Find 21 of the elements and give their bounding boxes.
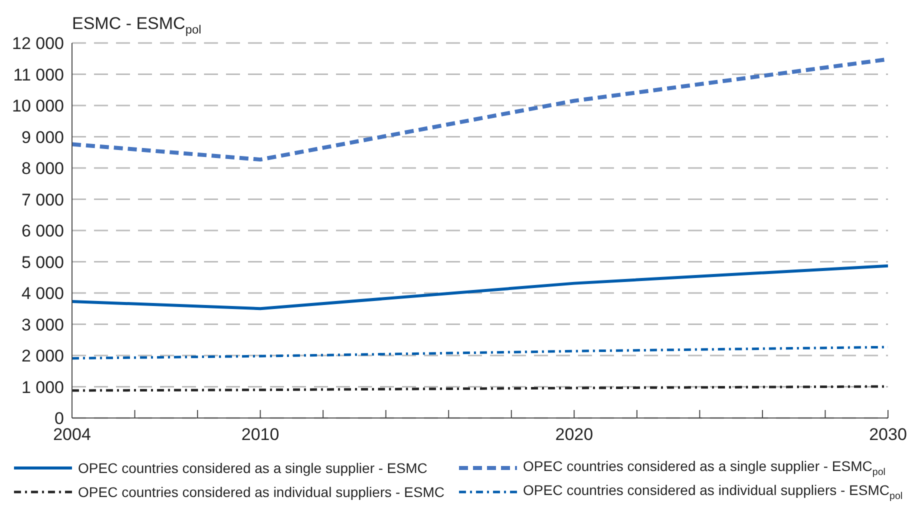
x-tick-label: 2020 <box>555 425 594 444</box>
x-tick-label: 2030 <box>869 425 907 444</box>
y-tick-label: 3 000 <box>21 315 64 334</box>
y-tick-label: 9 000 <box>21 128 64 147</box>
y-tick-label: 10 000 <box>12 96 64 116</box>
y-tick-label: 7 000 <box>21 190 64 210</box>
legend-label: OPEC countries considered as a single supplier - ESMC <box>78 460 428 476</box>
line-series <box>72 264 888 310</box>
legend-label: OPEC countries considered as individual suppliers - ESMC$_{pol}$ <box>523 482 903 502</box>
y-tick-label: 5 000 <box>21 252 64 272</box>
y-tick-label: 4 000 <box>21 284 64 304</box>
y-tick-label: 12 000 <box>12 34 64 54</box>
y-tick-label: 1 000 <box>21 378 64 397</box>
y-tick-label: 11 000 <box>13 65 64 84</box>
x-tick-label: 2010 <box>241 425 280 444</box>
y-axis-title: ESMC - ESMC$_{pol}$ <box>72 14 202 36</box>
legend-label: OPEC countries considered as a single supplier - ESMC$_{pol}$ <box>523 458 886 478</box>
y-tick-label: 2 000 <box>21 346 64 366</box>
y-tick-label: 8 000 <box>21 159 64 178</box>
y-tick-label: 6 000 <box>21 222 64 241</box>
legend-label: OPEC countries considered as individual suppliers - ESMC <box>78 484 444 500</box>
